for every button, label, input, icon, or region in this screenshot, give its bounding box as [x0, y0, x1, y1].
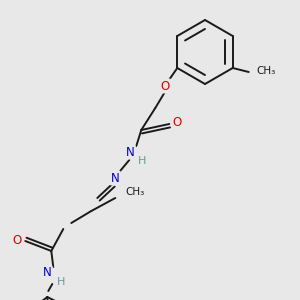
- Text: O: O: [13, 233, 22, 247]
- Text: CH₃: CH₃: [125, 187, 145, 197]
- Text: O: O: [173, 116, 182, 130]
- Text: H: H: [138, 156, 146, 166]
- Text: H: H: [57, 277, 65, 287]
- Text: N: N: [126, 146, 135, 158]
- Text: N: N: [43, 266, 52, 280]
- Text: O: O: [161, 80, 170, 92]
- Text: N: N: [111, 172, 120, 184]
- Text: CH₃: CH₃: [257, 66, 276, 76]
